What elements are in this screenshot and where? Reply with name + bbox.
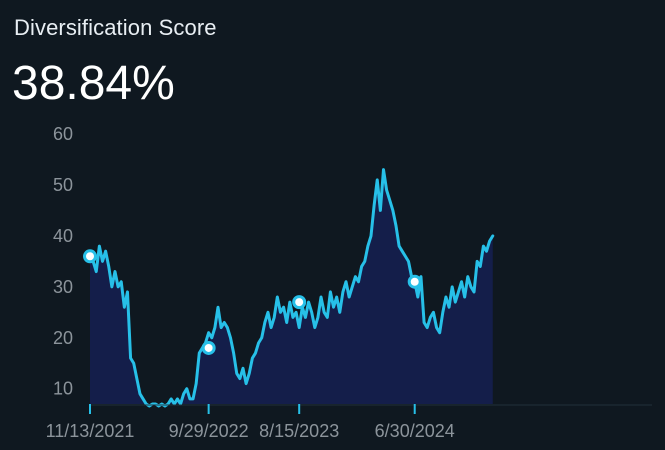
y-tick-label: 50 <box>53 175 73 195</box>
score-value: 38.84% <box>12 57 175 110</box>
score-title: Diversification Score <box>14 15 217 40</box>
x-tick-label: 9/29/2022 <box>169 421 249 441</box>
y-tick-label: 30 <box>53 277 73 297</box>
y-tick-label: 20 <box>53 328 73 348</box>
data-point-marker <box>407 274 422 289</box>
series-area <box>90 169 493 406</box>
x-tick-label: 11/13/2021 <box>46 421 135 441</box>
x-tick-label: 6/30/2024 <box>375 421 455 441</box>
data-point-marker <box>292 295 307 310</box>
y-tick-label: 10 <box>53 379 73 399</box>
data-point-marker <box>201 340 216 355</box>
y-tick-label: 40 <box>53 226 73 246</box>
y-tick-label: 60 <box>53 124 73 144</box>
x-tick-label: 8/15/2023 <box>259 421 339 441</box>
data-point-marker <box>83 249 97 264</box>
